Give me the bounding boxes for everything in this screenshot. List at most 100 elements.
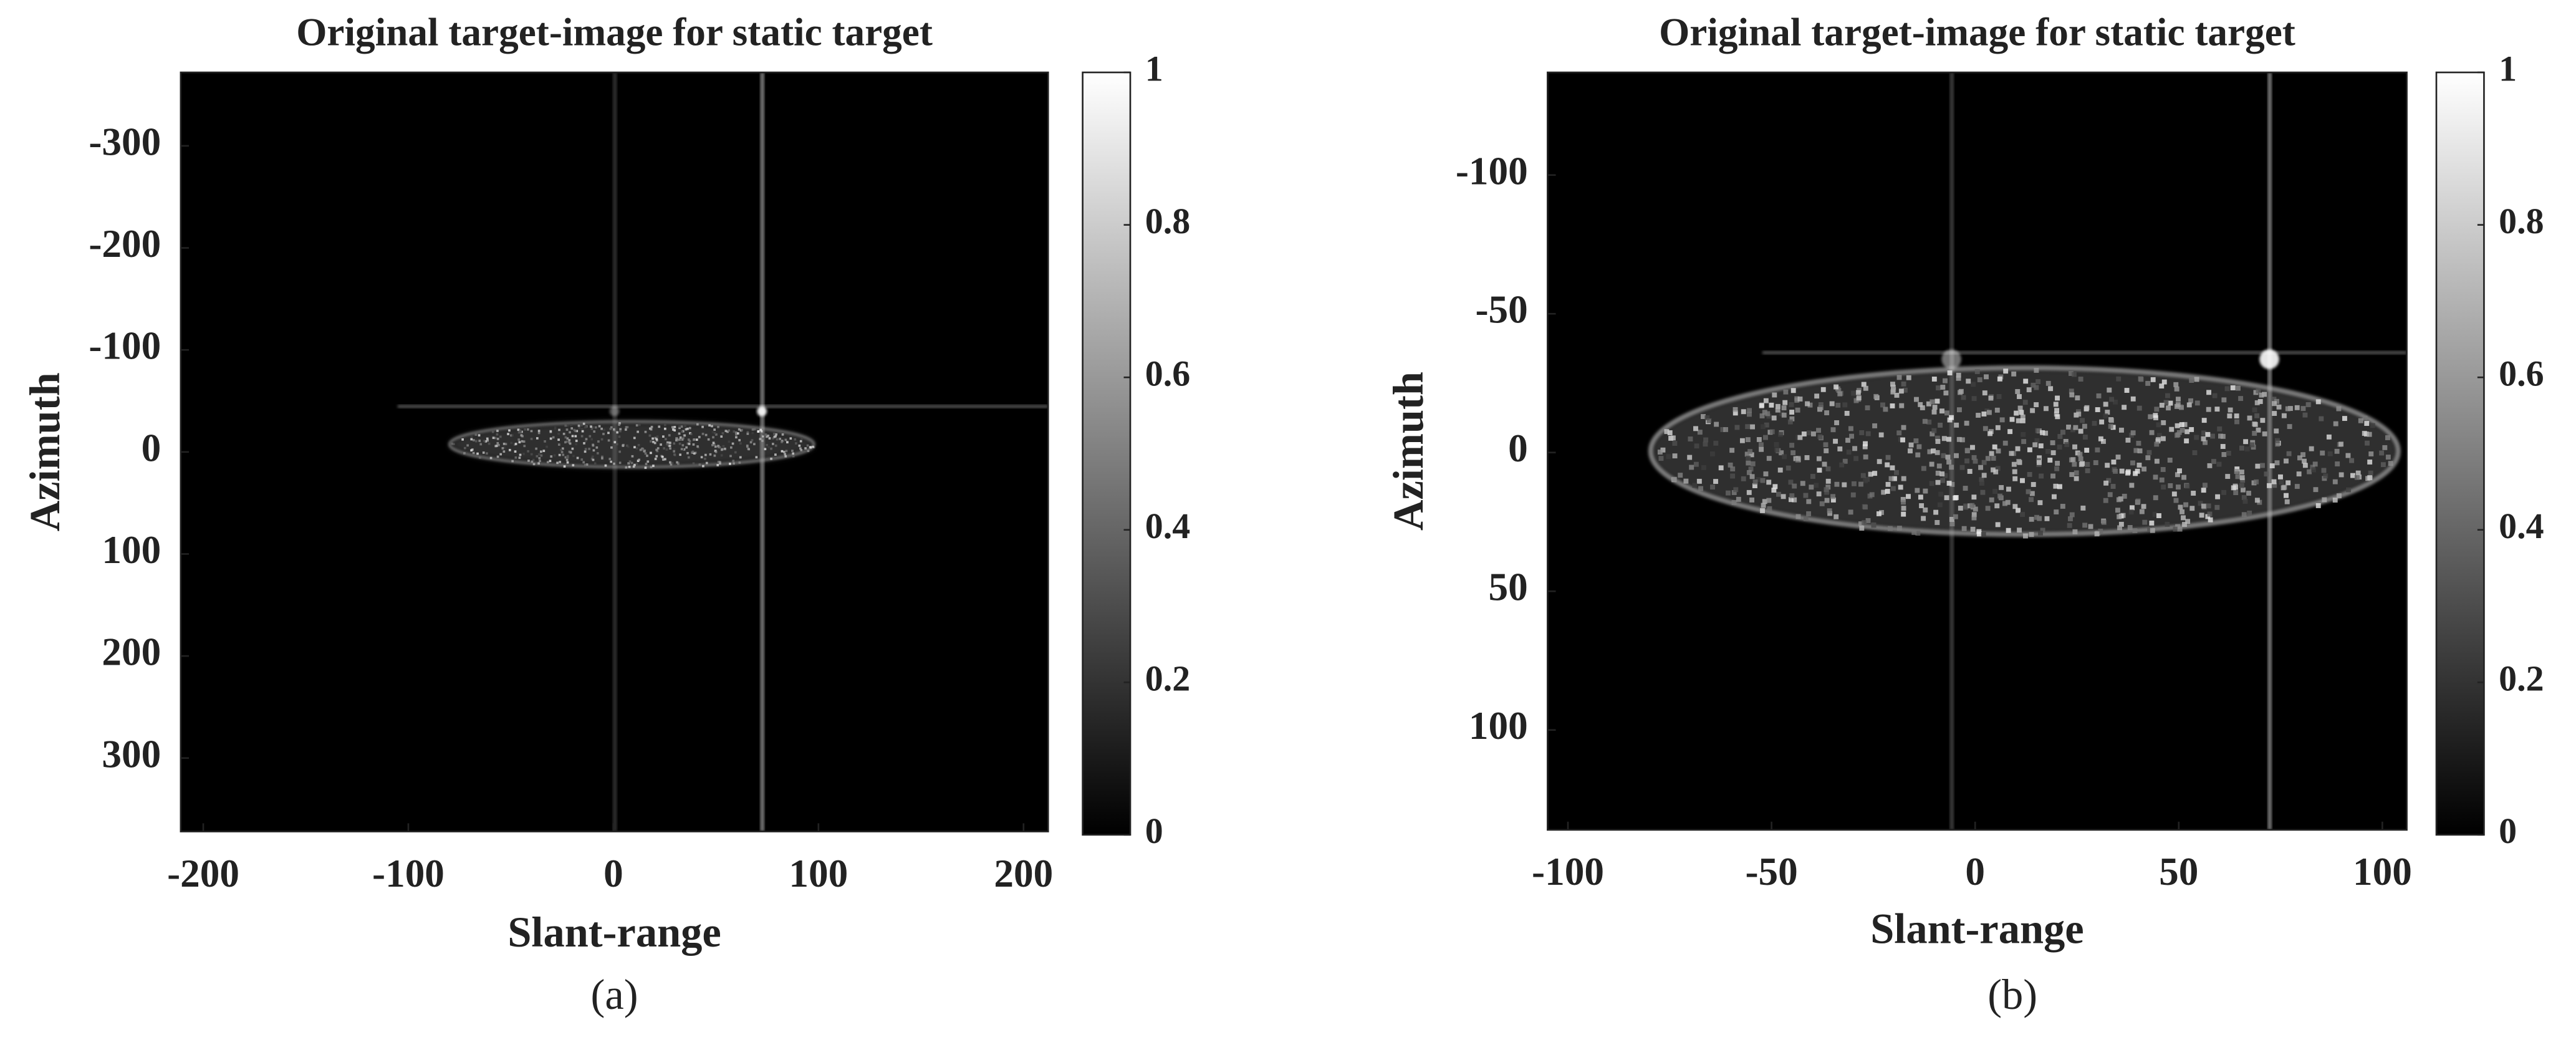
speckle	[1953, 495, 1958, 501]
speckle	[713, 443, 716, 446]
speckle	[1819, 501, 1825, 506]
speckle	[2099, 419, 2105, 425]
speckle	[2201, 488, 2206, 493]
speckle	[1733, 487, 1739, 493]
speckle	[2215, 494, 2221, 499]
speckle	[1741, 476, 1746, 481]
speckle	[768, 437, 771, 440]
speckle	[2073, 425, 2079, 430]
speckle	[2294, 484, 2300, 489]
speckle	[1949, 516, 1954, 522]
speckle	[2260, 463, 2266, 468]
speckle	[618, 461, 622, 465]
speckle	[2067, 523, 2072, 528]
speckle	[685, 428, 688, 431]
speckle	[1872, 471, 1878, 476]
speckle	[2194, 435, 2199, 440]
speckle	[2367, 475, 2373, 480]
speckle	[1771, 488, 1777, 493]
speckle	[1667, 430, 1673, 435]
speckle	[1863, 441, 1868, 446]
speckle	[1947, 370, 1953, 376]
speckle	[2168, 400, 2173, 406]
speckle	[1696, 478, 1702, 484]
speckle	[1863, 504, 1868, 510]
speckle	[2159, 402, 2165, 408]
speckle	[1759, 446, 1764, 452]
speckle	[1850, 492, 1856, 498]
speckle	[1775, 403, 1781, 409]
speckle	[2323, 473, 2328, 479]
speckle	[2207, 463, 2213, 468]
speckle	[1741, 409, 1746, 415]
speckle	[2066, 425, 2072, 430]
speckle	[565, 458, 569, 461]
speckle	[1906, 494, 1911, 499]
speckle	[1795, 514, 1801, 519]
speckle	[2082, 423, 2087, 429]
speckle	[1890, 403, 1895, 408]
speckle	[502, 443, 506, 445]
speckle	[1788, 479, 1794, 485]
speckle	[592, 458, 595, 461]
speckle	[2002, 440, 2008, 446]
speckle	[656, 435, 659, 438]
speckle	[731, 442, 734, 445]
speckle	[1687, 455, 1693, 460]
speckle	[2256, 388, 2261, 393]
speckle	[1915, 531, 1921, 536]
speckle	[1851, 390, 1857, 396]
speckle	[1996, 394, 2002, 399]
speckle	[633, 436, 636, 440]
speckle	[527, 450, 529, 453]
speckle	[650, 440, 652, 443]
speckle	[2203, 440, 2208, 445]
speckle	[2020, 418, 2026, 423]
speckle	[580, 435, 584, 438]
speckle	[1896, 375, 1902, 380]
speckle	[669, 447, 671, 450]
speckle	[638, 423, 641, 426]
speckle	[2113, 468, 2118, 474]
speckle	[2315, 399, 2321, 405]
speckle	[590, 457, 594, 460]
speckle	[527, 460, 530, 462]
speckle	[2194, 377, 2199, 382]
speckle	[1985, 456, 1991, 461]
speckle	[1781, 412, 1787, 418]
speckle	[2057, 434, 2063, 439]
speckle	[1704, 415, 1710, 421]
speckle	[2254, 413, 2260, 418]
speckle	[2106, 478, 2112, 483]
speckle	[578, 426, 581, 430]
speckle	[1660, 447, 1666, 453]
speckle	[2154, 407, 2160, 412]
speckle	[618, 435, 621, 438]
speckle	[2069, 392, 2075, 398]
speckle	[1852, 446, 1858, 451]
speckle	[2078, 456, 2083, 462]
speckle	[1929, 481, 1934, 486]
speckle	[679, 436, 682, 439]
speckle	[708, 424, 711, 427]
speckle	[2085, 461, 2090, 467]
colorbar-tick-label: 0	[1145, 811, 1163, 851]
speckle	[1814, 483, 1819, 488]
speckle	[451, 442, 454, 445]
speckle	[738, 439, 741, 441]
speckle	[700, 456, 703, 459]
speckle	[2017, 394, 2022, 399]
speckle	[1810, 474, 1815, 479]
speckle	[1898, 484, 1903, 490]
speckle	[470, 435, 473, 438]
speckle	[2060, 430, 2065, 435]
speckle	[680, 448, 683, 451]
speckle	[619, 428, 622, 431]
speckle	[1971, 382, 1976, 387]
speckle	[1782, 400, 1788, 405]
speckle	[2022, 400, 2028, 405]
speckle	[766, 435, 768, 438]
speckle	[2128, 509, 2134, 515]
speckle	[1859, 430, 1865, 435]
speckle	[2029, 491, 2035, 496]
